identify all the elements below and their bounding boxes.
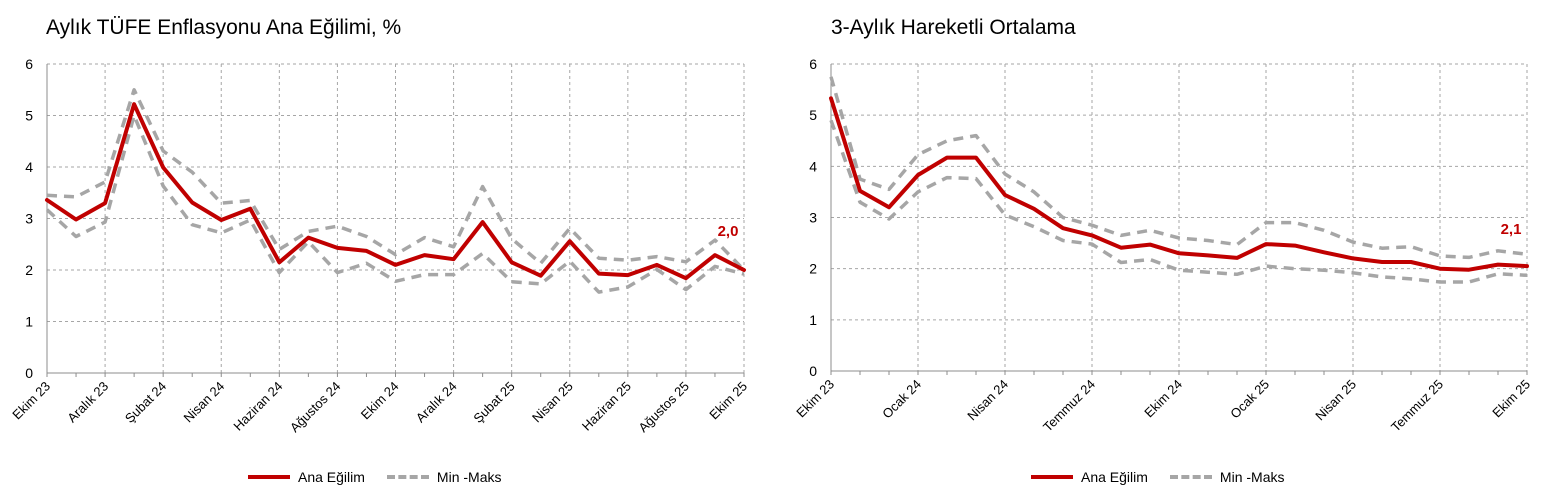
series-line-ana-egilim [829, 96, 1529, 272]
legend-item-band: Min -Maks [1169, 469, 1285, 485]
chart-svg-right: 0 1 2 3 4 5 6 Ekim 23 Ocak 24 Nisan 24 Temmuz 24 Ek… [793, 56, 1533, 435]
chart-panel-right: 0 1 2 3 4 5 6 Ekim 23 Ocak 24 Nisan 24 Temmuz 24 Ek… [771, 0, 1542, 502]
y-tick-label: 0 [809, 363, 817, 379]
x-tick-label: Nisan 25 [1312, 377, 1359, 424]
y-tick-label: 1 [25, 314, 33, 330]
legend-swatch-band [386, 475, 429, 479]
x-tick-label: Ekim 23 [793, 377, 837, 421]
legend-swatch-band [1169, 475, 1212, 479]
legend-item-main: Ana Eğilim [248, 469, 365, 485]
x-tick-label: Aralık 23 [64, 379, 111, 426]
x-tick-label: Nisan 24 [964, 377, 1011, 424]
legend-item-main: Ana Eğilim [1031, 469, 1148, 485]
chart-legend: Ana Eğilim Min -Maks [248, 469, 523, 485]
series-line-max [46, 88, 746, 272]
x-tick-label: Aralık 24 [413, 379, 460, 426]
x-tick-label: Ocak 25 [1227, 377, 1272, 422]
legend-swatch-main [1031, 475, 1073, 479]
y-tick-label: 2 [25, 262, 33, 278]
chart-title: 3-Aylık Hareketli Ortalama [831, 16, 1076, 39]
y-tick-label: 6 [809, 56, 817, 72]
x-tick-label: Ocak 24 [879, 377, 924, 422]
series-line-min [45, 113, 745, 294]
x-tick-label: Şubat 24 [122, 379, 169, 426]
legend-label-main: Ana Eğilim [1081, 469, 1148, 485]
legend-label-band: Min -Maks [1219, 469, 1285, 485]
x-tick-label: Temmuz 25 [1388, 377, 1446, 435]
y-tick-label: 2 [809, 261, 817, 277]
series-line-min [829, 119, 1528, 284]
legend-item-band: Min -Maks [386, 469, 502, 485]
x-tick-label: Haziran 25 [579, 379, 634, 434]
end-value-label: 2,0 [718, 223, 739, 240]
chart-legend: Ana Eğilim Min -Maks [1031, 469, 1306, 485]
x-tick-label: Haziran 24 [230, 379, 285, 434]
end-value-label: 2,1 [1501, 221, 1522, 238]
x-tick-label: Nisan 25 [529, 379, 576, 426]
legend-label-band: Min -Maks [436, 469, 502, 485]
y-tick-label: 4 [25, 159, 33, 175]
x-tick-label: Şubat 25 [470, 379, 517, 426]
x-tick-label: Ekim 25 [706, 379, 750, 423]
y-tick-label: 0 [25, 365, 33, 381]
x-tick-label: Ekim 23 [9, 379, 53, 423]
legend-label-main: Ana Eğilim [298, 469, 365, 485]
x-tick-label: Ekim 24 [1141, 377, 1185, 421]
y-tick-label: 3 [25, 211, 33, 227]
series-line-max [829, 76, 1528, 260]
series-line-ana-egilim [45, 102, 746, 281]
y-tick-label: 4 [809, 158, 817, 174]
chart-panel-left: 0 1 2 3 4 5 6 Ekim 23 Aralık 23 Şubat 24 Nisan 24 H… [9, 16, 750, 485]
chart-title: Aylık TÜFE Enflasyonu Ana Eğilimi, % [46, 16, 402, 39]
y-tick-label: 5 [809, 107, 817, 123]
x-tick-label: Temmuz 24 [1040, 377, 1098, 435]
y-tick-label: 5 [25, 108, 33, 124]
x-tick-label: Ekim 24 [358, 379, 402, 423]
y-tick-label: 6 [25, 56, 33, 72]
x-tick-label: Ağustos 25 [635, 379, 692, 436]
x-tick-label: Nisan 24 [180, 379, 227, 426]
x-tick-label: Ekim 25 [1489, 377, 1533, 421]
y-tick-label: 3 [809, 210, 817, 226]
y-tick-label: 1 [809, 312, 817, 328]
legend-swatch-main [248, 475, 290, 479]
x-tick-label: Ağustos 24 [287, 379, 344, 436]
